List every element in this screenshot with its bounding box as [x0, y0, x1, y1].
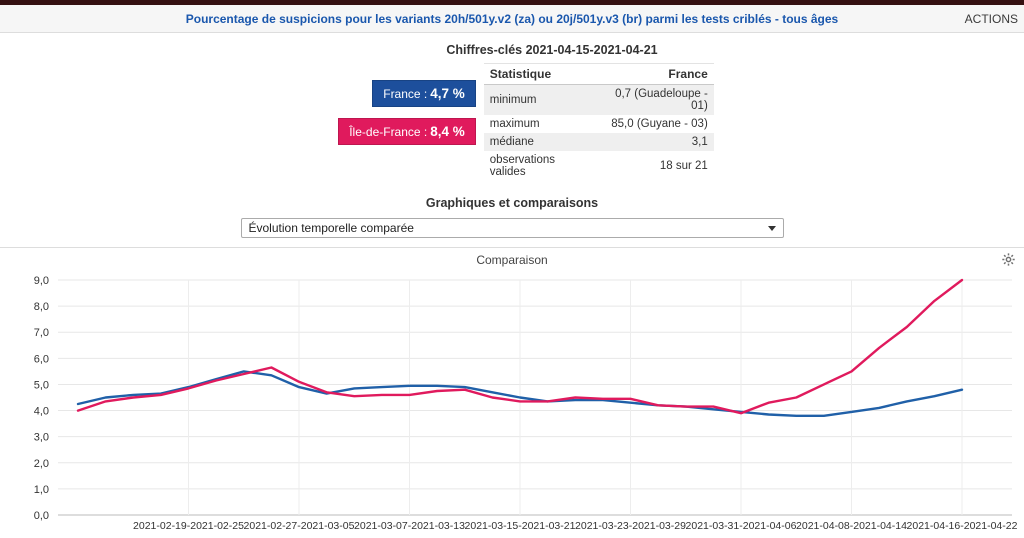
y-tick-label: 4,0: [34, 406, 49, 418]
stat-value: 18 sur 21: [659, 160, 708, 172]
y-tick-label: 3,0: [34, 432, 49, 444]
chart-type-select[interactable]: Évolution temporelle comparée: [240, 218, 784, 238]
y-tick-label: 5,0: [34, 379, 49, 391]
chart-settings-button[interactable]: [1001, 252, 1016, 270]
column-header: France: [595, 63, 714, 85]
x-tick-label: 2021-04-16-2021-04-22: [907, 520, 1018, 532]
y-tick-label: 7,0: [34, 327, 49, 339]
ile-de-france-value-badge: Île-de-France :8,4 %: [338, 118, 476, 145]
table-row: maximum 85,0 (Guyane - 03): [484, 115, 714, 133]
stat-label: médiane: [489, 136, 534, 148]
page-title: Pourcentage de suspicions pour les varia…: [185, 11, 839, 26]
table-row: observations valides 18 sur 21: [484, 151, 714, 181]
selected-option-label: Évolution temporelle comparée: [248, 221, 414, 235]
series-line: [76, 370, 964, 418]
badge-label: Île-de-France :: [349, 125, 428, 139]
key-figures-section: Chiffres-clés 2021-04-15-2021-04-21 Fran…: [0, 33, 1024, 248]
x-tick-label: 2021-04-08-2021-04-14: [796, 520, 907, 532]
x-tick-label: 2021-02-27-2021-03-05: [244, 520, 355, 532]
x-tick-label: 2021-03-07-2021-03-13: [354, 520, 465, 532]
x-tick-label: 2021-03-23-2021-03-29: [575, 520, 686, 532]
x-tick-label: 2021-02-19-2021-02-25: [133, 520, 244, 532]
comparison-line-chart: 0,0 1,0 2,0 3,0 4,0 5,0 6,0 7,0 8,0 9,0 2021-02-19…: [34, 275, 1018, 532]
stat-label: minimum: [489, 94, 537, 106]
table-header-row: Statistique France: [483, 63, 714, 85]
y-tick-label: 0,0: [34, 510, 49, 522]
france-value-badge: France :4,7 %: [372, 80, 476, 107]
top-accent-bar: [0, 0, 1024, 5]
statistics-table: Statistique France minimum 0,7 (Guadelou…: [483, 63, 714, 181]
chart-header: Comparaison: [0, 248, 1024, 272]
gear-icon: [1002, 253, 1015, 266]
key-figures-row: France :4,7 % Île-de-France :8,4 % Stati…: [14, 63, 1024, 181]
stat-value: 3,1: [691, 136, 708, 148]
stat-label: maximum: [489, 118, 540, 130]
chart-title: Comparaison: [476, 253, 548, 267]
badge-column: France :4,7 % Île-de-France :8,4 %: [338, 80, 476, 181]
table-row: minimum 0,7 (Guadeloupe - 01): [483, 84, 714, 115]
key-figures-heading: Chiffres-clés 2021-04-15-2021-04-21: [446, 43, 658, 57]
actions-menu-button[interactable]: ACTIONS: [961, 5, 1022, 33]
x-tick-label: 2021-03-15-2021-03-21: [465, 520, 576, 532]
y-tick-label: 6,0: [34, 353, 49, 365]
stat-label: observations valides: [489, 154, 555, 178]
stat-value: 85,0 (Guyane - 03): [611, 118, 708, 130]
badge-value: 8,4 %: [430, 124, 465, 139]
chart-panel: Comparaison 0,0 1,0 2,0 3,0 4,0 5,0 6,0 7,0 8,0 9…: [0, 248, 1024, 538]
stat-value: 0,7 (Guadeloupe - 01): [615, 88, 708, 112]
series-line: [76, 278, 964, 415]
column-header: Statistique: [483, 63, 596, 85]
table-row: médiane 3,1: [483, 133, 714, 151]
badge-value: 4,7 %: [430, 86, 465, 101]
y-tick-label: 9,0: [34, 275, 49, 287]
app-header: Pourcentage de suspicions pour les varia…: [0, 5, 1024, 33]
y-tick-label: 2,0: [34, 458, 49, 470]
x-tick-label: 2021-03-31-2021-04-06: [686, 520, 797, 532]
y-tick-label: 8,0: [34, 301, 49, 313]
badge-label: France :: [383, 87, 428, 101]
comparisons-heading: Graphiques et comparaisons: [425, 196, 599, 210]
y-tick-label: 1,0: [34, 484, 49, 496]
chevron-down-icon: [767, 225, 776, 231]
